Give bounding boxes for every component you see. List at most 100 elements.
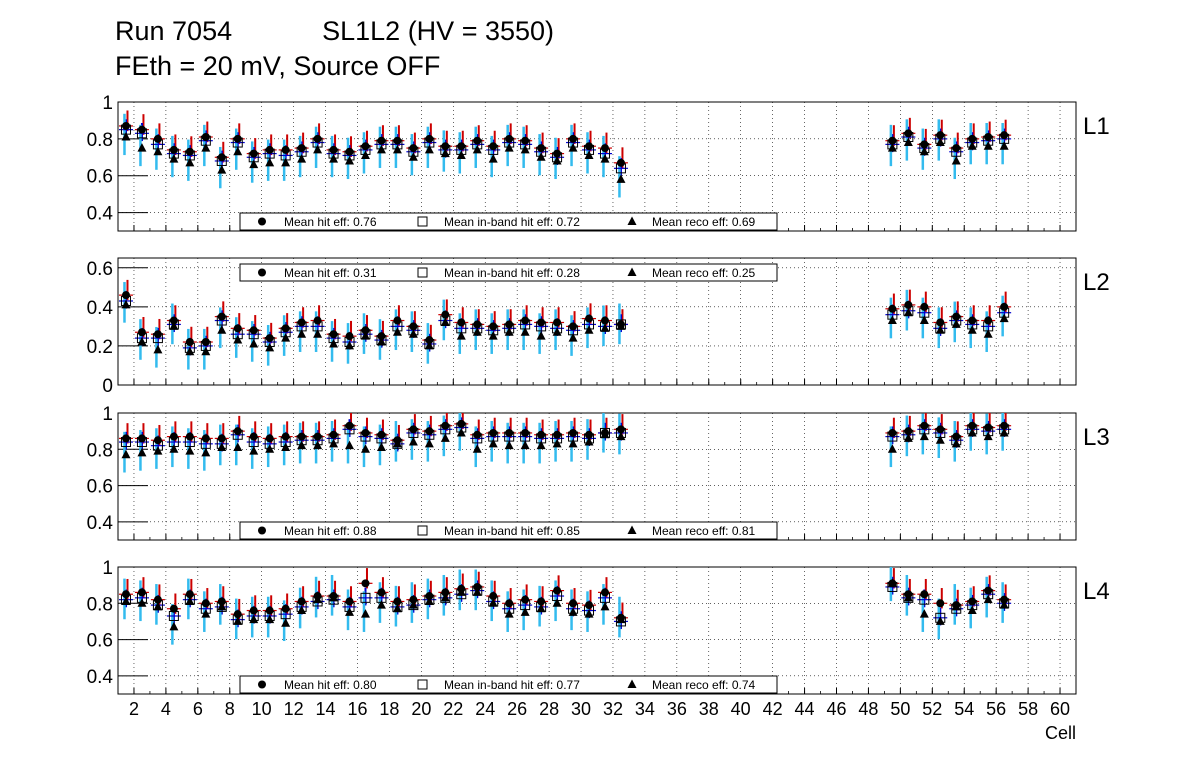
y-tick-label: 0.8: [87, 440, 113, 461]
hit-marker: [169, 432, 178, 441]
hit-marker: [297, 432, 306, 441]
hit-marker: [425, 134, 434, 143]
legend-reco-marker: [627, 216, 637, 225]
reco-marker: [919, 431, 929, 441]
chart-title-line2: FEth = 20 mV, Source OFF: [115, 51, 441, 81]
reco-marker: [919, 315, 929, 325]
y-tick-label: 0.8: [87, 130, 113, 151]
y-tick-label: 0.6: [87, 477, 113, 498]
hit-marker: [361, 142, 370, 151]
reco-marker: [233, 442, 243, 451]
reco-marker: [568, 607, 578, 616]
y-tick-label: 0.8: [87, 594, 113, 615]
hit-marker: [984, 316, 993, 325]
reco-marker: [616, 174, 626, 183]
hit-marker: [201, 338, 210, 347]
hit-marker: [153, 436, 162, 445]
inband-marker: [152, 333, 163, 344]
hit-marker: [137, 328, 146, 337]
hit-marker: [521, 136, 530, 145]
hit-marker: [537, 597, 546, 606]
reco-marker: [249, 338, 259, 348]
reco-marker: [504, 440, 514, 450]
reco-marker: [887, 315, 897, 325]
reco-marker: [951, 601, 961, 611]
hit-marker: [537, 318, 546, 327]
hit-marker: [920, 421, 929, 430]
hit-marker: [217, 434, 226, 443]
reco-marker: [345, 155, 355, 165]
reco-marker: [217, 442, 227, 451]
hit-marker: [1000, 302, 1009, 311]
reco-marker: [536, 440, 546, 450]
reco-marker: [137, 337, 147, 346]
legend-reco-label: Mean reco eff: 0.81: [652, 524, 756, 538]
reco-marker: [297, 329, 307, 338]
hit-marker: [393, 597, 402, 606]
chart-title-line1: Run 7054 SL1L2 (HV = 3550): [115, 16, 555, 46]
hit-marker: [153, 134, 162, 143]
reco-marker: [249, 159, 259, 169]
y-tick-label: 1: [102, 93, 113, 114]
reco-marker: [935, 616, 945, 625]
hit-marker: [984, 423, 993, 432]
reco-marker: [951, 155, 961, 165]
reco-marker: [600, 323, 610, 332]
y-tick-label: 1: [102, 558, 113, 579]
hit-marker: [1000, 421, 1009, 430]
hit-marker: [553, 318, 562, 327]
hit-marker: [377, 430, 386, 439]
hit-marker: [505, 320, 514, 329]
hit-marker: [137, 434, 146, 443]
x-tick-label: 36: [667, 699, 687, 719]
hit-marker: [345, 597, 354, 606]
x-tick-label: 24: [475, 699, 495, 719]
hit-marker: [345, 147, 354, 156]
reco-marker: [137, 598, 147, 607]
hit-marker: [537, 144, 546, 153]
reco-marker: [967, 605, 977, 615]
reco-marker: [903, 433, 913, 442]
reco-marker: [313, 329, 323, 338]
x-tick-label: 38: [699, 699, 719, 719]
reco-marker: [408, 437, 418, 446]
hit-marker: [409, 595, 418, 604]
legend-inband-label: Mean in-band hit eff: 0.28: [444, 266, 580, 280]
hit-marker: [137, 125, 146, 134]
reco-marker: [488, 438, 498, 448]
hit-marker: [1000, 595, 1009, 604]
hit-marker: [329, 330, 338, 339]
reco-marker: [600, 429, 610, 439]
reco-marker: [935, 137, 945, 147]
reco-marker: [584, 150, 594, 159]
x-tick-label: 4: [161, 699, 171, 719]
legend-hit-label: Mean hit eff: 0.80: [284, 678, 377, 692]
reco-marker: [983, 594, 993, 604]
reco-marker: [472, 587, 482, 596]
hit-marker: [345, 332, 354, 341]
hit-marker: [888, 304, 897, 313]
legend: Mean hit eff: 0.76 Mean in-band hit eff: …: [239, 212, 778, 231]
hit-marker: [616, 158, 625, 167]
hit-marker: [920, 302, 929, 311]
hit-marker: [521, 595, 530, 604]
reco-marker: [584, 325, 594, 334]
reco-marker: [536, 331, 546, 340]
hit-marker: [265, 334, 274, 343]
panel-frame: [117, 101, 1077, 232]
reco-marker: [456, 150, 466, 159]
panel-label-L3: L3: [1083, 424, 1110, 451]
hit-marker: [153, 595, 162, 604]
reco-marker: [536, 603, 546, 613]
hit-marker: [281, 432, 290, 441]
reco-marker: [185, 157, 195, 167]
panel-L2: 0 0.2 0.4 0.6 L2 Mean hit eff: 0.31 Mean in-ba…: [87, 257, 1110, 397]
hit-marker: [345, 421, 354, 430]
hit-marker: [249, 149, 258, 158]
reco-marker: [935, 325, 945, 334]
hit-marker: [473, 582, 482, 591]
reco-marker: [488, 331, 498, 340]
y-tick-label: 0.6: [87, 259, 113, 280]
reco-marker: [552, 438, 562, 448]
